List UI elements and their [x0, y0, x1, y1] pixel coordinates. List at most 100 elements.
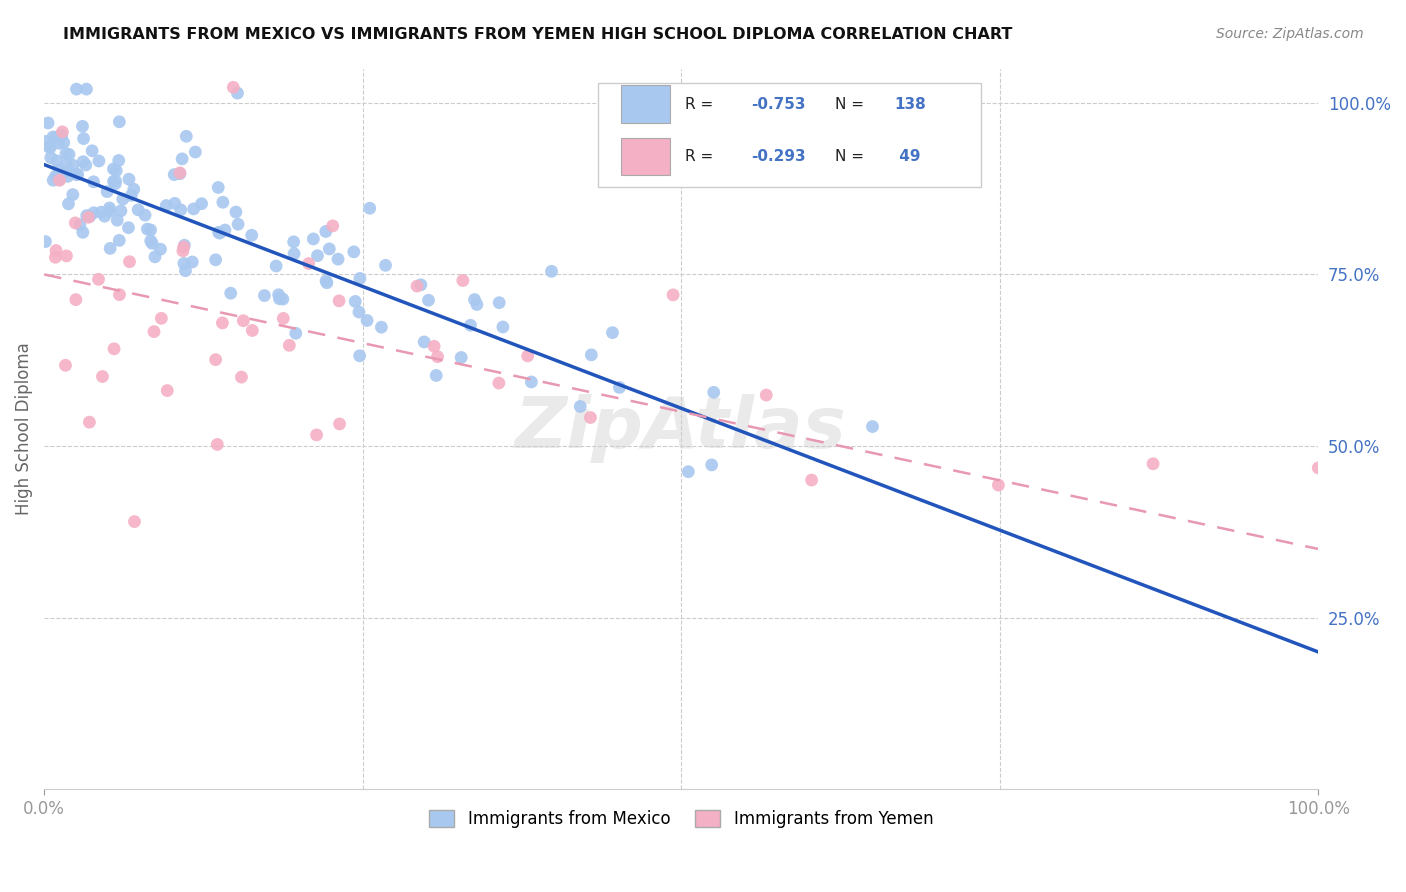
FancyBboxPatch shape [621, 137, 669, 175]
Point [678, 465, 700, 479]
Point [45, 169, 67, 184]
Point [150, 311, 173, 326]
Point [39, 151, 62, 165]
Point [75, 158, 97, 172]
Point [42, 130, 65, 145]
Point [105, 213, 128, 227]
Legend: Immigrants from Mexico, Immigrants from Yemen: Immigrants from Mexico, Immigrants from … [423, 804, 939, 835]
Point [104, 174, 127, 188]
Text: N =: N = [835, 96, 869, 112]
Point [283, 235, 305, 249]
Point [117, 220, 139, 235]
Point [108, 287, 131, 301]
Point [58, 165, 80, 179]
Point [315, 274, 337, 288]
Point [48, 136, 70, 151]
Point [169, 167, 191, 181]
Point [87, 272, 110, 286]
Point [755, 388, 778, 402]
Point [45, 130, 67, 145]
Point [65, 82, 87, 96]
Point [269, 292, 291, 306]
Point [173, 256, 195, 270]
Point [34, 235, 56, 249]
Point [356, 313, 378, 327]
Point [141, 236, 163, 251]
Point [253, 288, 276, 302]
Point [359, 201, 381, 215]
Point [77, 211, 100, 225]
Point [172, 152, 194, 166]
Point [370, 320, 392, 334]
Point [488, 295, 510, 310]
Point [104, 177, 127, 191]
Point [48, 162, 70, 177]
Point [700, 458, 723, 472]
Y-axis label: High School Diploma: High School Diploma [15, 343, 32, 516]
Point [72, 131, 94, 145]
Text: -0.293: -0.293 [751, 149, 806, 164]
Point [46, 153, 69, 168]
Point [96, 185, 118, 199]
Point [111, 192, 134, 206]
Point [173, 240, 195, 254]
Point [62, 158, 84, 172]
Point [305, 428, 328, 442]
Point [307, 249, 329, 263]
Point [55, 249, 77, 263]
Point [169, 166, 191, 180]
Point [208, 226, 231, 240]
Point [232, 314, 254, 328]
Point [703, 385, 725, 400]
Point [271, 292, 294, 306]
Point [38, 140, 60, 154]
Point [451, 273, 474, 287]
Point [110, 203, 132, 218]
Point [65, 293, 87, 307]
Point [56, 169, 79, 184]
Point [72, 154, 94, 169]
Point [226, 86, 249, 100]
Point [344, 294, 367, 309]
Point [108, 233, 131, 247]
Point [987, 478, 1010, 492]
Point [103, 174, 125, 188]
Point [143, 250, 166, 264]
Point [39, 140, 62, 154]
Point [204, 352, 226, 367]
Point [98, 241, 121, 255]
Point [51, 128, 73, 142]
Point [267, 287, 290, 301]
Point [143, 325, 166, 339]
Text: -0.753: -0.753 [751, 96, 806, 112]
FancyBboxPatch shape [599, 83, 980, 187]
Point [450, 351, 472, 365]
Point [302, 232, 325, 246]
Point [271, 311, 294, 326]
Point [72, 120, 94, 134]
Point [127, 202, 149, 217]
Point [124, 515, 146, 529]
Point [45, 244, 67, 258]
Point [214, 223, 236, 237]
Point [426, 350, 449, 364]
Point [581, 348, 603, 362]
Point [34, 135, 56, 149]
Point [423, 339, 446, 353]
Point [91, 369, 114, 384]
Point [75, 82, 97, 96]
Text: R =: R = [685, 149, 718, 164]
Point [264, 259, 287, 273]
Point [156, 384, 179, 398]
Point [1308, 461, 1330, 475]
Point [98, 201, 121, 215]
Point [51, 125, 73, 139]
Point [190, 196, 212, 211]
Point [105, 163, 128, 178]
Point [55, 158, 77, 172]
Point [139, 223, 162, 237]
Point [662, 288, 685, 302]
Point [48, 173, 70, 187]
Point [55, 359, 77, 373]
Point [347, 305, 370, 319]
